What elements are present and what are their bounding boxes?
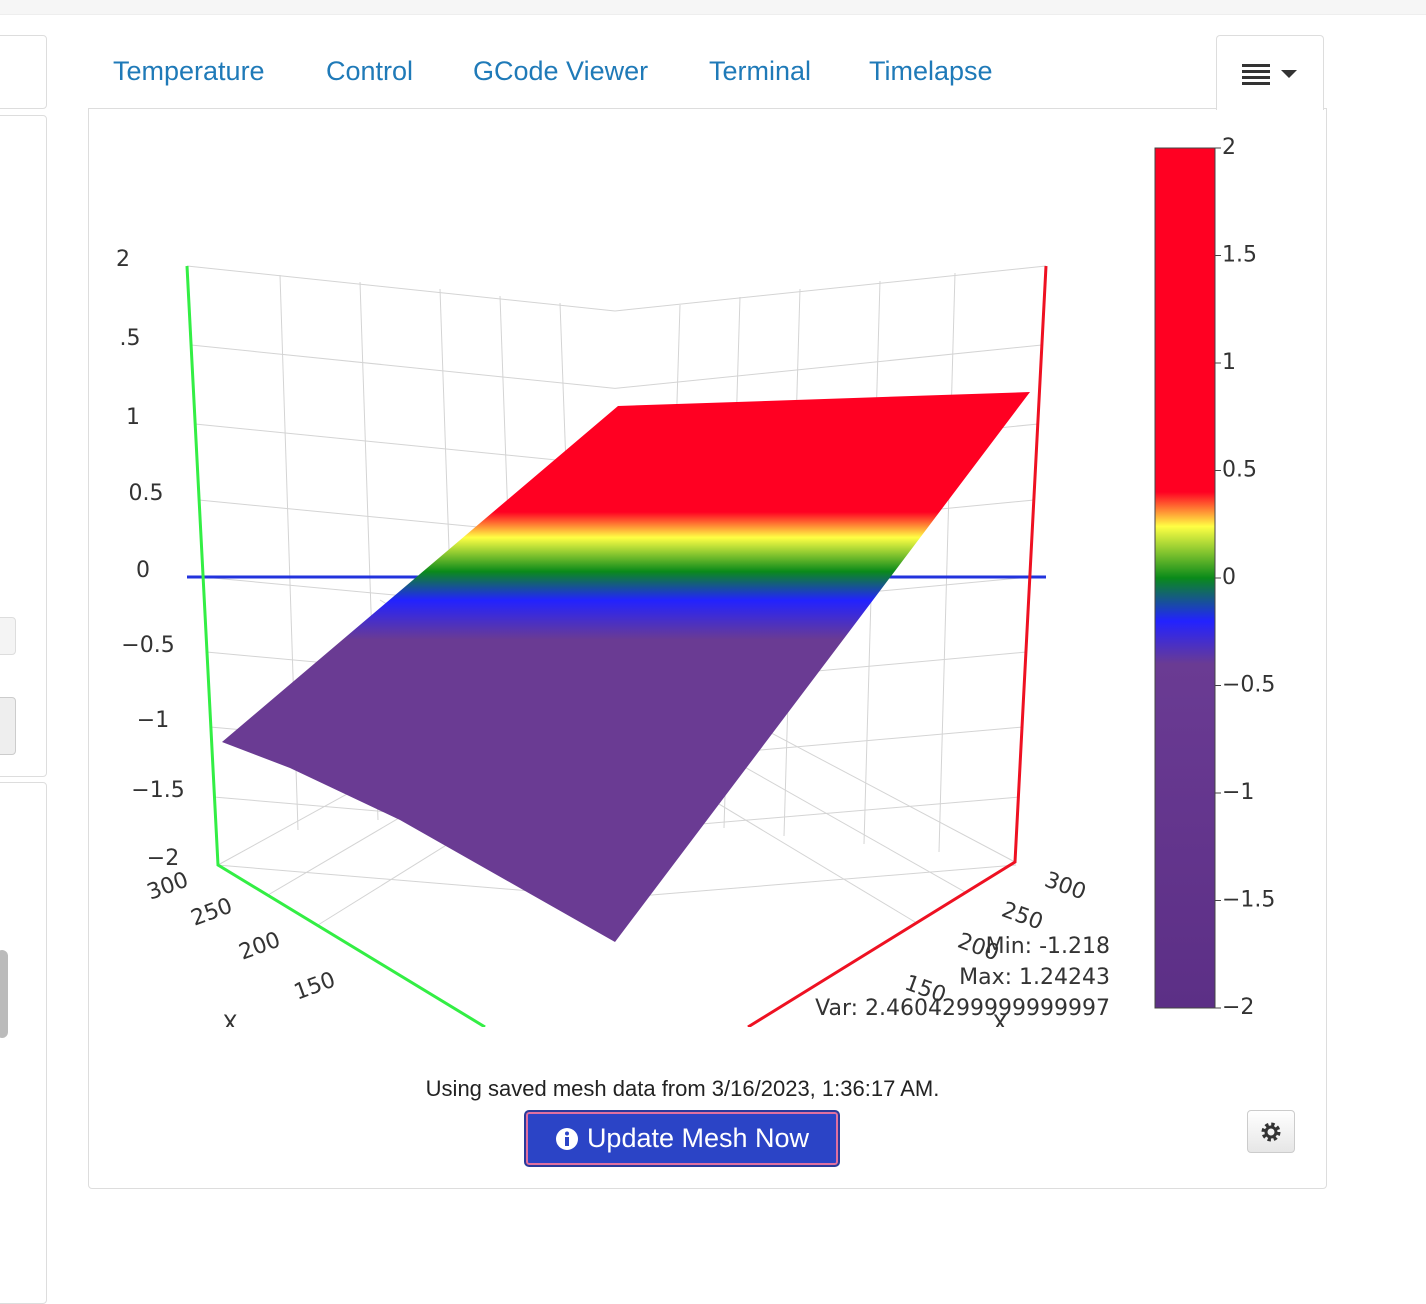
z-tick-label: −1 <box>137 708 169 733</box>
z-tick-label: 0 <box>136 558 150 583</box>
z-tick-label: .5 <box>120 326 141 351</box>
axis-line <box>185 265 486 1027</box>
settings-button[interactable] <box>1247 1110 1295 1153</box>
tab[interactable]: Temperature <box>113 56 265 86</box>
sidebar-field <box>0 617 16 655</box>
sidebar-panel <box>0 35 47 109</box>
x-tick-label: 300 <box>1041 868 1089 906</box>
top-bar <box>0 0 1426 15</box>
content-panel <box>88 108 1327 1189</box>
tab[interactable]: Timelapse <box>869 56 993 86</box>
stat-line: Var: 2.4604299999999997 <box>815 996 1110 1021</box>
tab[interactable]: GCode Viewer <box>473 56 649 86</box>
stat-line: Max: 1.24243 <box>959 965 1110 990</box>
z-tick-label: −1.5 <box>131 778 184 803</box>
colorbar-tick-label: −1.5 <box>1222 888 1275 913</box>
button-label: Update Mesh Now <box>586 1123 810 1153</box>
colorbar-ticks: 2 1.5 1 0.5 0 −0.5 −1 −1.5 −2 <box>1215 135 1275 1020</box>
grid-line <box>194 423 616 467</box>
sidebar-panel <box>0 115 47 777</box>
grid-line <box>614 344 1043 389</box>
stats: Min: -1.218 Max: 1.24243 Var: 2.4604299999… <box>815 934 1110 1021</box>
dropdown-tab[interactable] <box>1216 35 1324 110</box>
grid-line <box>614 864 1017 899</box>
tab[interactable]: Terminal <box>709 56 812 86</box>
colorbar-tick-label: −2 <box>1222 995 1254 1020</box>
grid-line <box>190 344 616 389</box>
axis-line <box>747 265 1048 1027</box>
colorbar-tick-label: −1 <box>1222 780 1254 805</box>
axis-title: X <box>222 1012 237 1037</box>
tick-labels: 2.510.50−0.5−1−1.5−230025020015030025020… <box>116 247 1089 1037</box>
z-tick-label: −2 <box>147 846 179 871</box>
mesh-surface <box>222 392 1030 942</box>
x-tick-label: 250 <box>998 898 1046 936</box>
colorbar-tick-label: 1.5 <box>1222 243 1257 268</box>
z-tick-label: 0.5 <box>129 481 164 506</box>
colorbar-tick-label: 1 <box>1222 350 1236 375</box>
update-button[interactable]: Update Mesh Now <box>524 1110 840 1167</box>
z-tick-label: −0.5 <box>121 633 174 658</box>
menu-icon <box>1242 64 1297 85</box>
grid-line <box>186 265 616 312</box>
sidebar-scroll <box>0 950 8 1038</box>
z-tick-label: 1 <box>126 405 140 430</box>
x-tick-label: 250 <box>188 894 236 932</box>
info-icon <box>555 1127 578 1150</box>
colorbar-tick-label: −0.5 <box>1222 673 1275 698</box>
sidebar-button <box>0 697 16 755</box>
colorbar-tick-label: 0.5 <box>1222 458 1257 483</box>
tab[interactable]: Control <box>326 56 414 86</box>
status-message: Using saved mesh data from 3/16/2023, 1:… <box>425 1076 940 1101</box>
x-tick-label: 300 <box>144 868 192 906</box>
z-tick-label: 2 <box>116 247 130 272</box>
scene: 2.510.50−0.5−1−1.5−230025020015030025020… <box>116 247 1089 1037</box>
stat-line: Min: -1.218 <box>986 934 1110 959</box>
colorbar <box>1154 147 1216 1009</box>
grid-line <box>614 265 1047 312</box>
colorbar-tick-label: 2 <box>1222 135 1236 160</box>
x-tick-label: 150 <box>291 968 339 1006</box>
grid-line <box>938 272 956 853</box>
axis-title: X <box>992 1012 1007 1037</box>
colorbar-tick-label: 0 <box>1222 565 1236 590</box>
x-tick-label: 200 <box>236 928 284 966</box>
gear-icon <box>1261 1122 1281 1142</box>
